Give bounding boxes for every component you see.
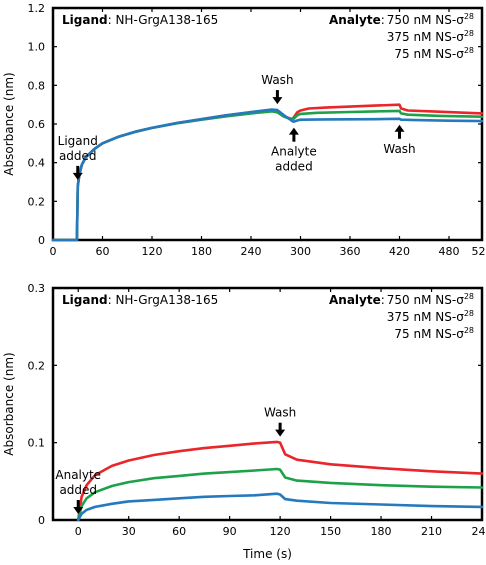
y-axis-label: Absorbance (nm)	[2, 352, 16, 455]
x-tick-label: 480	[439, 245, 460, 258]
x-tick-label: 0	[75, 525, 82, 538]
x-tick-label: 30	[122, 525, 136, 538]
legend-entry-0: 750 nM NS-σ28	[387, 12, 474, 27]
x-tick-label: 0	[50, 245, 57, 258]
x-tick-label: 210	[421, 525, 442, 538]
arrow-head	[72, 172, 83, 180]
annotation-text: Analyte	[271, 145, 317, 159]
annotation-text: added	[59, 483, 97, 497]
y-tick-label: 0	[38, 514, 45, 527]
series-line-1	[76, 467, 484, 522]
y-tick-label: 0.4	[28, 157, 46, 170]
legend-entry-1: 375 nM NS-σ28	[387, 29, 474, 44]
x-tick-label: 180	[191, 245, 212, 258]
y-tick-label: 0.3	[28, 282, 46, 295]
annotation-text: Analyte	[55, 468, 101, 482]
arrow-head	[394, 124, 405, 132]
annotation-text: Wash	[264, 406, 296, 420]
y-tick-label: 1.2	[28, 2, 46, 15]
x-tick-label: 240	[472, 525, 486, 538]
series-line-2	[51, 108, 484, 242]
annotation-1: Wash	[264, 406, 296, 437]
x-tick-label: 520	[472, 245, 486, 258]
x-tick-label: 60	[172, 525, 186, 538]
x-tick-label: 120	[142, 245, 163, 258]
ligand-label: Ligand: NH-GrgA138-165	[62, 293, 218, 307]
annotation-text: Wash	[383, 142, 415, 156]
series-line-1	[51, 109, 484, 242]
arrow-head	[272, 97, 283, 105]
x-tick-label: 60	[96, 245, 110, 258]
analyte-label: Analyte:	[329, 293, 385, 307]
x-tick-label: 420	[389, 245, 410, 258]
legend-entry-2: 75 nM NS-σ28	[394, 326, 474, 341]
x-tick-label: 180	[371, 525, 392, 538]
series-line-0	[51, 103, 484, 242]
series-line-0	[76, 440, 484, 522]
y-axis-label: Absorbance (nm)	[2, 72, 16, 175]
x-axis-label: Time (s)	[242, 547, 292, 561]
ligand-label: Ligand: NH-GrgA138-165	[62, 13, 218, 27]
series-line-2	[76, 492, 484, 522]
x-tick-label: 360	[340, 245, 361, 258]
y-tick-label: 0.1	[28, 437, 46, 450]
annotation-text: Ligand	[58, 134, 98, 148]
annotation-1: Wash	[261, 73, 294, 105]
x-tick-label: 150	[320, 525, 341, 538]
legend-entry-1: 375 nM NS-σ28	[387, 309, 474, 324]
arrow-head	[288, 127, 299, 135]
y-tick-label: 0	[38, 234, 45, 247]
y-tick-label: 0.2	[28, 195, 46, 208]
x-tick-label: 300	[290, 245, 311, 258]
analyte-label: Analyte:	[329, 13, 385, 27]
x-tick-label: 90	[223, 525, 237, 538]
y-tick-label: 0.6	[28, 118, 46, 131]
bottom-panel: 0 30 60 90 120 150 180 210 240 0 0.1 0.2 0.3 Absorban…	[2, 282, 486, 561]
legend-entry-2: 75 nM NS-σ28	[394, 46, 474, 61]
top-panel: 0 60 120 180 240 300 360 420 480 520 0 0.2 0.4 0.6 0.8…	[2, 2, 486, 258]
y-tick-label: 0.8	[28, 79, 46, 92]
arrow-head	[275, 429, 286, 437]
arrow-head	[73, 507, 84, 514]
y-tick-label: 0.2	[28, 359, 46, 372]
y-tick-label: 1.0	[28, 41, 46, 54]
x-tick-label: 120	[270, 525, 291, 538]
x-tick-label: 240	[241, 245, 262, 258]
plot-frame	[51, 286, 484, 522]
annotation-text: Wash	[261, 73, 293, 87]
annotation-3: Wash	[383, 124, 416, 156]
annotation-text: added	[59, 149, 97, 163]
legend-entry-0: 750 nM NS-σ28	[387, 292, 474, 307]
annotation-text: added	[275, 160, 313, 174]
